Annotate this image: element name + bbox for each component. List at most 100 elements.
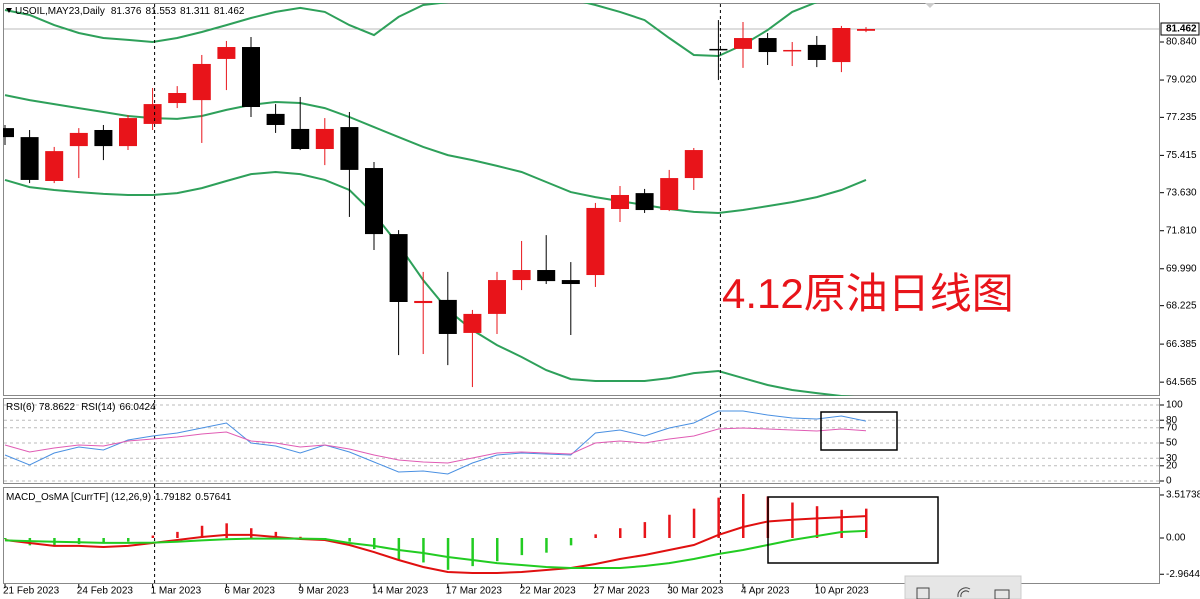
- osma-bar: [520, 537, 524, 556]
- candle-body: [266, 113, 285, 125]
- y-tick-label: 100: [1166, 400, 1183, 411]
- osma-bar: [619, 528, 622, 538]
- candle-body: [291, 128, 310, 150]
- osma-bar: [151, 535, 155, 538]
- candle-body: [783, 49, 802, 52]
- y-tick-label: 20: [1166, 460, 1178, 471]
- scroll-marker: [925, 3, 935, 8]
- legend-value: 0.57641: [195, 492, 232, 503]
- price-panel: [3, 3, 1160, 396]
- open-value: 81.376: [111, 6, 142, 17]
- legend-value: 78.8622: [39, 402, 76, 413]
- osma-bar: [471, 537, 474, 567]
- candle-body: [709, 48, 728, 51]
- osma-bar: [865, 508, 868, 538]
- candle-body: [438, 299, 457, 334]
- price-tag-label: 81.462: [1166, 24, 1197, 35]
- bollinger-band: [4, 170, 855, 396]
- indicator-title: MACD_OsMA [CurrTF] (12,26,9): [6, 492, 151, 503]
- candle-body: [807, 44, 826, 60]
- osma-bar: [250, 528, 253, 538]
- osma-bar: [127, 537, 130, 542]
- candle-body: [168, 93, 187, 104]
- candle-body: [3, 128, 14, 138]
- x-tick-label: 27 Mar 2023: [593, 586, 650, 597]
- candle-body: [242, 47, 260, 108]
- candle-body: [635, 193, 654, 211]
- osma-bar: [594, 534, 597, 538]
- y-tick-label: 30: [1166, 453, 1178, 464]
- osma-bar: [668, 514, 671, 538]
- osma-bar: [274, 531, 278, 538]
- x-tick-label: 1 Mar 2023: [151, 586, 202, 597]
- candle-body: [119, 118, 137, 147]
- y-tick-label: 64.565: [1166, 377, 1197, 388]
- rsi-line: [4, 410, 867, 475]
- y-tick-label: 80.840: [1166, 37, 1197, 48]
- osma-bar: [397, 537, 401, 561]
- bollinger-band: [4, 3, 818, 58]
- osma-bar: [446, 537, 450, 570]
- osma-bar: [643, 522, 647, 538]
- clip-group: [4, 493, 868, 574]
- rsi-line: [4, 427, 867, 464]
- candle-body: [463, 313, 482, 333]
- x-tick-label: 17 Mar 2023: [446, 586, 503, 597]
- rsi-panel: [3, 398, 1160, 484]
- candle-body: [414, 300, 433, 304]
- candle-body: [758, 38, 777, 53]
- osma-bar: [77, 537, 81, 545]
- y-tick-label: 70: [1166, 422, 1178, 433]
- collapse-icon: [6, 8, 12, 13]
- candle-body: [488, 280, 506, 314]
- x-tick-label: 22 Mar 2023: [520, 586, 577, 597]
- candle-body: [217, 47, 236, 59]
- tray-icon[interactable]: [994, 589, 1010, 599]
- x-tick-label: 9 Mar 2023: [298, 586, 349, 597]
- osma-bar: [348, 537, 351, 542]
- osma-bar: [176, 531, 179, 538]
- osma-bar: [225, 523, 228, 538]
- tray-icon[interactable]: [916, 587, 930, 599]
- candle-body: [340, 127, 359, 170]
- candle-body: [143, 104, 162, 124]
- y-tick-label: -2.96441: [1166, 569, 1200, 580]
- osma-bar: [422, 537, 425, 563]
- candle-body: [537, 270, 556, 282]
- y-tick-label: 79.020: [1166, 75, 1197, 86]
- candle-body: [389, 234, 408, 302]
- annotation: 4.12原油日线图: [722, 270, 1014, 317]
- candle-body: [45, 151, 64, 181]
- legend-value: 66.0424: [120, 402, 157, 413]
- y-tick-label: 50: [1166, 438, 1178, 449]
- y-tick-label: 71.810: [1166, 225, 1197, 236]
- osma-bar: [569, 537, 573, 546]
- legend-name: RSI(6): [6, 402, 35, 413]
- candle-body: [512, 270, 531, 281]
- candle-body: [586, 207, 605, 276]
- wifi-icon[interactable]: [957, 587, 971, 598]
- rsi-header: RSI(6) 78.8622 RSI(14) 66.0424: [6, 402, 156, 413]
- y-tick-label: 0: [1166, 476, 1172, 487]
- low-value: 81.311: [180, 6, 210, 17]
- candle-body: [561, 280, 580, 285]
- candle-body: [660, 178, 679, 211]
- y-tick-label: 68.225: [1166, 300, 1197, 311]
- osma-bar: [4, 537, 7, 540]
- taskbar-tray: [904, 575, 1022, 599]
- osma-bar: [200, 525, 204, 538]
- legend-name: RSI(14): [81, 402, 115, 413]
- candle-body: [832, 28, 851, 63]
- candle-body: [734, 38, 752, 49]
- candle-body: [315, 128, 334, 150]
- osma-bar: [545, 537, 548, 553]
- y-tick-label: 3.51738: [1166, 490, 1200, 501]
- x-tick-label: 21 Feb 2023: [3, 586, 60, 597]
- osma-bar: [692, 508, 696, 538]
- osma-bar: [299, 536, 302, 538]
- x-tick-label: 10 Apr 2023: [815, 586, 869, 597]
- macd-header: MACD_OsMA [CurrTF] (12,26,9) 1.79182 0.576…: [6, 492, 232, 503]
- y-tick-label: 0.00: [1166, 533, 1186, 544]
